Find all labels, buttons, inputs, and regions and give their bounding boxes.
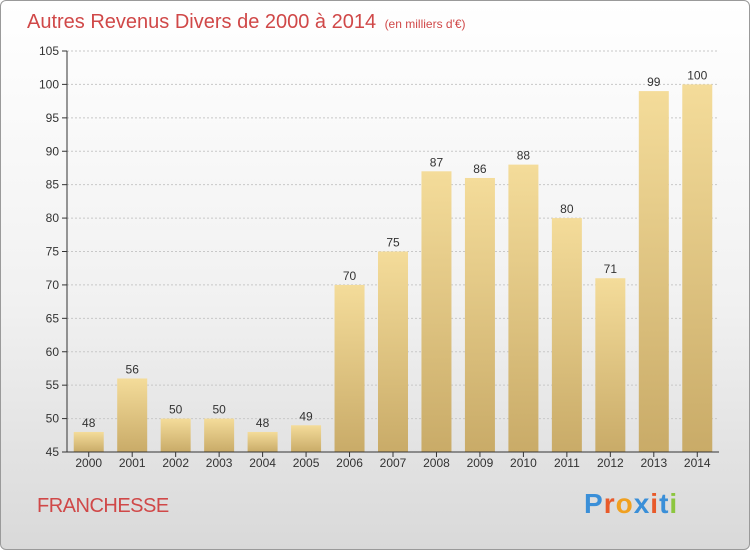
logo-letter: o	[615, 488, 634, 519]
bar-value-label: 49	[299, 409, 313, 423]
bar	[421, 171, 452, 453]
bar	[73, 431, 104, 452]
bar	[204, 418, 235, 452]
x-tick-label: 2002	[162, 456, 189, 470]
proxiti-logo[interactable]: Proxiti	[584, 488, 678, 520]
x-tick-label: 2003	[206, 456, 233, 470]
labels: 45 50 55 60 65 70 75 80 85 90 95 100 105 48 2000 56 2001…	[39, 44, 711, 470]
bar-value-label: 86	[473, 162, 487, 176]
bar-value-label: 75	[386, 236, 400, 250]
x-tick-label: 2007	[380, 456, 407, 470]
bar-value-label: 87	[430, 155, 444, 169]
bars	[73, 84, 713, 453]
x-tick-label: 2013	[640, 456, 667, 470]
bar	[117, 378, 148, 452]
bar	[378, 251, 408, 452]
chart-subtitle: (en milliers d'€)	[384, 17, 466, 31]
bar-value-label: 100	[687, 68, 707, 82]
x-tick-label: 2011	[554, 456, 580, 470]
logo-letter: x	[633, 488, 651, 519]
axes	[62, 50, 719, 457]
bar-value-label: 56	[126, 362, 140, 376]
bar	[682, 84, 713, 453]
bar-value-label: 80	[560, 202, 574, 216]
bar-value-label: 50	[212, 403, 226, 417]
y-tick-label: 90	[46, 144, 60, 158]
bar-value-label: 48	[82, 416, 96, 430]
chart-title: Autres Revenus Divers de 2000 à 2014	[27, 11, 377, 33]
x-tick-label: 2004	[249, 456, 276, 470]
y-tick-label: 105	[39, 44, 59, 58]
x-tick-label: 2001	[119, 456, 146, 470]
y-tick-label: 55	[46, 378, 60, 392]
y-tick-label: 75	[46, 245, 60, 259]
bar-value-label: 88	[517, 149, 531, 163]
bar-value-label: 99	[647, 75, 661, 89]
bar-value-label: 70	[343, 269, 357, 283]
x-tick-label: 2000	[75, 456, 102, 470]
title-row: Autres Revenus Divers de 2000 à 2014 (en…	[27, 11, 466, 34]
bar-value-label: 48	[256, 416, 270, 430]
bar	[160, 418, 191, 452]
commune-name: FRANCHESSE	[37, 495, 169, 517]
bar	[334, 284, 365, 452]
y-tick-label: 50	[46, 412, 60, 426]
y-tick-label: 100	[39, 77, 59, 91]
y-tick-label: 45	[46, 445, 60, 459]
bar	[291, 425, 322, 452]
x-tick-label: 2012	[597, 456, 624, 470]
x-tick-label: 2010	[510, 456, 537, 470]
x-tick-label: 2008	[423, 456, 450, 470]
logo-letter: P	[584, 488, 604, 519]
logo-letter: t	[659, 488, 670, 519]
bar-value-label: 71	[604, 262, 618, 276]
bar	[551, 218, 582, 452]
x-tick-label: 2009	[467, 456, 494, 470]
bar	[464, 177, 495, 452]
y-tick-label: 85	[46, 178, 60, 192]
y-tick-label: 95	[46, 111, 60, 125]
x-tick-label: 2014	[684, 456, 711, 470]
logo-letter: i	[669, 488, 679, 519]
x-tick-label: 2006	[336, 456, 363, 470]
logo-letter: r	[603, 488, 616, 519]
logo-letter: i	[650, 488, 660, 519]
y-tick-label: 65	[46, 311, 60, 325]
y-tick-label: 80	[46, 211, 60, 225]
y-tick-label: 70	[46, 278, 60, 292]
bar	[595, 278, 626, 452]
x-tick-label: 2005	[293, 456, 320, 470]
bar-value-label: 50	[169, 403, 183, 417]
bar	[247, 431, 278, 452]
y-tick-label: 60	[46, 345, 60, 359]
bar	[508, 164, 539, 452]
bar	[638, 91, 669, 452]
